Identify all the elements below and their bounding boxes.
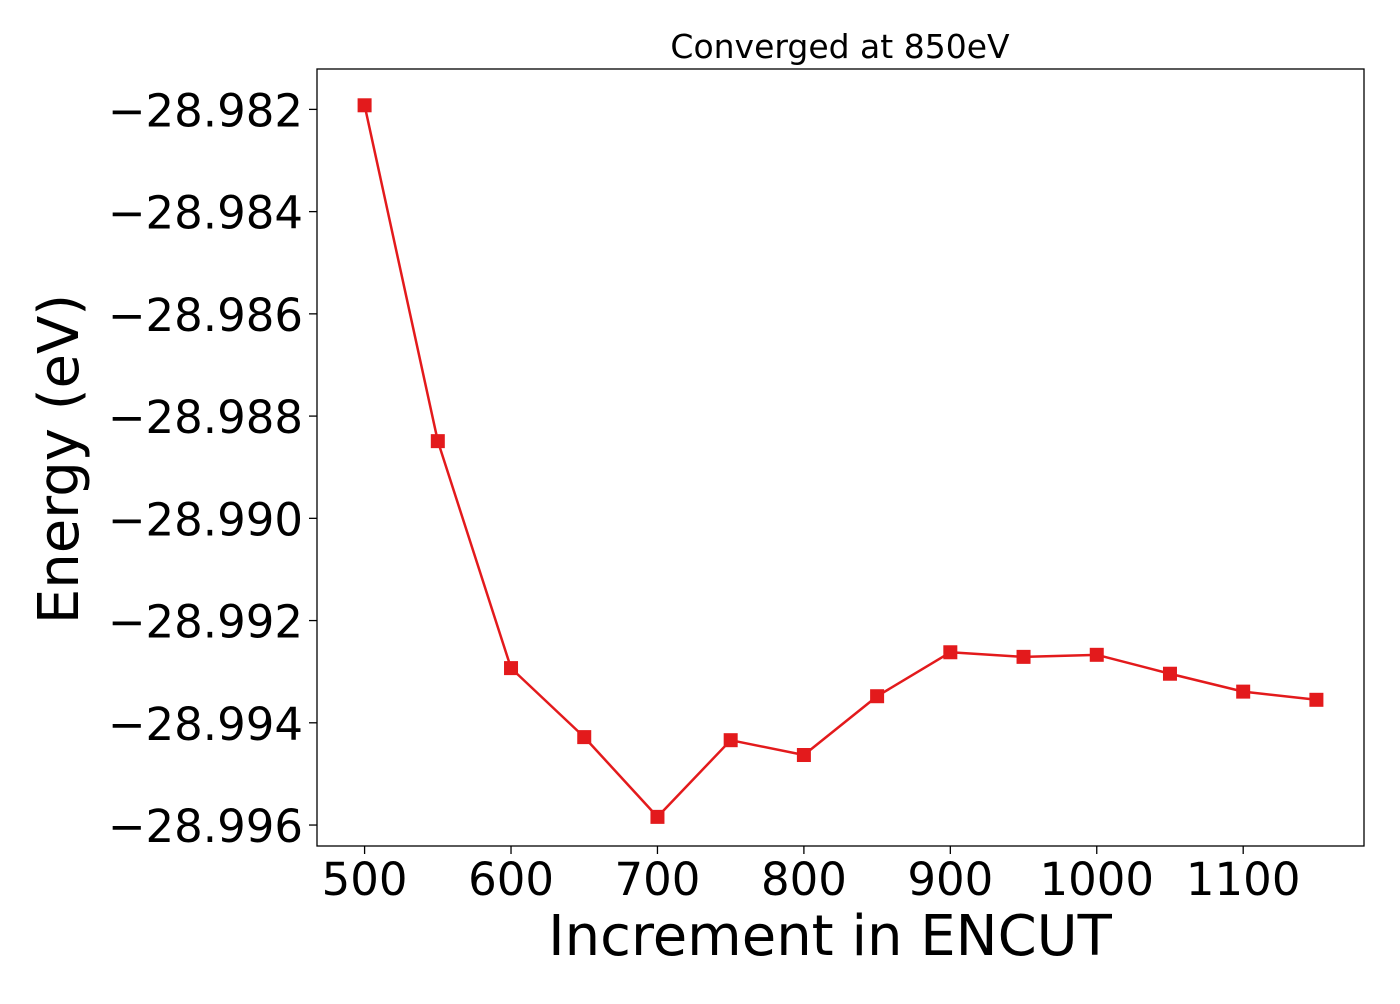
y-tick-label: −28.982 xyxy=(108,84,303,137)
x-tick-label: 700 xyxy=(615,853,701,906)
data-point xyxy=(577,730,592,745)
chart-title: Converged at 850eV xyxy=(670,27,1010,66)
series-line xyxy=(363,105,1317,819)
y-tick-label: −28.992 xyxy=(108,596,303,649)
y-tick-label: −28.984 xyxy=(108,187,303,240)
x-axis-label: Increment in ENCUT xyxy=(548,904,1113,969)
data-point xyxy=(1236,684,1251,699)
data-point xyxy=(1089,647,1104,662)
data-point xyxy=(1016,649,1031,664)
data-point xyxy=(504,661,519,676)
data-point xyxy=(870,689,885,704)
x-tick-label: 500 xyxy=(322,853,408,906)
data-point xyxy=(357,98,372,113)
y-tick-label: −28.994 xyxy=(108,698,303,751)
y-tick-label: −28.990 xyxy=(108,493,303,546)
x-tick-label: 1000 xyxy=(1039,853,1154,906)
data-point xyxy=(723,733,738,748)
data-point xyxy=(1162,666,1177,681)
data-point xyxy=(943,645,958,660)
y-tick-label: −28.986 xyxy=(108,289,303,342)
y-axis-label: Energy (eV) xyxy=(27,294,92,624)
data-point xyxy=(430,434,445,449)
y-tick-label: −28.988 xyxy=(108,391,303,444)
x-tick-label: 800 xyxy=(761,853,847,906)
plot-area xyxy=(357,98,1324,824)
data-point xyxy=(1309,692,1324,707)
y-axis-ticks: −28.982 −28.984 −28.986 −28.988 −28.990 −28.9… xyxy=(108,84,317,853)
x-tick-label: 900 xyxy=(907,853,993,906)
x-tick-label: 1100 xyxy=(1186,853,1301,906)
x-tick-label: 600 xyxy=(468,853,554,906)
plot-frame xyxy=(316,68,1365,847)
data-point xyxy=(796,748,811,763)
y-tick-label: −28.996 xyxy=(108,800,303,853)
x-axis-ticks: 500 600 700 800 900 1000 1100 xyxy=(322,846,1301,906)
data-point xyxy=(650,809,665,824)
